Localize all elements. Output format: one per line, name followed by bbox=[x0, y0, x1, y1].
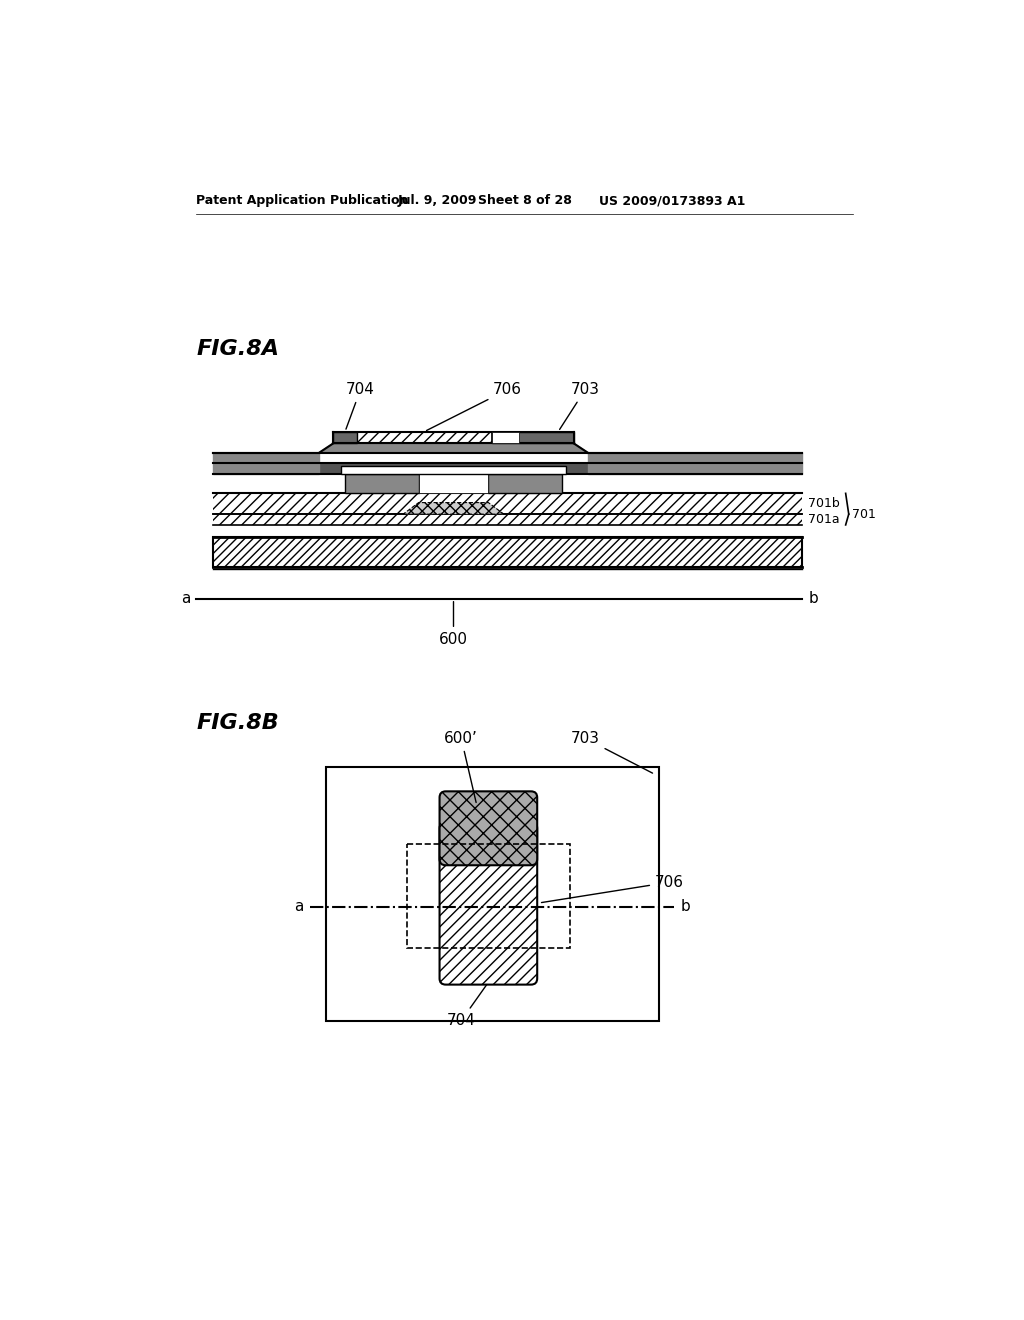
Text: a: a bbox=[295, 899, 304, 915]
Bar bbox=[334, 432, 356, 444]
Text: b: b bbox=[681, 899, 690, 915]
Polygon shape bbox=[403, 503, 504, 515]
FancyBboxPatch shape bbox=[439, 822, 538, 985]
Bar bbox=[213, 494, 802, 513]
Text: 704: 704 bbox=[446, 985, 486, 1028]
Text: Jul. 9, 2009: Jul. 9, 2009 bbox=[397, 194, 477, 207]
Bar bbox=[493, 432, 573, 444]
Text: FIG.8A: FIG.8A bbox=[197, 339, 280, 359]
Polygon shape bbox=[213, 453, 319, 474]
Text: 701b: 701b bbox=[809, 496, 841, 510]
Bar bbox=[356, 432, 493, 444]
Text: 600’: 600’ bbox=[444, 731, 478, 803]
Text: Patent Application Publication: Patent Application Publication bbox=[197, 194, 409, 207]
Bar bbox=[213, 515, 802, 525]
Bar bbox=[345, 474, 419, 494]
FancyBboxPatch shape bbox=[439, 792, 538, 866]
Bar bbox=[213, 462, 802, 474]
Bar bbox=[213, 537, 802, 566]
Polygon shape bbox=[588, 453, 802, 474]
Text: 704: 704 bbox=[346, 381, 375, 429]
Bar bbox=[407, 843, 569, 948]
Polygon shape bbox=[319, 444, 588, 453]
Text: 703: 703 bbox=[570, 731, 652, 774]
Text: US 2009/0173893 A1: US 2009/0173893 A1 bbox=[599, 194, 745, 207]
Text: Sheet 8 of 28: Sheet 8 of 28 bbox=[478, 194, 572, 207]
Text: 600: 600 bbox=[439, 602, 468, 647]
Text: a: a bbox=[180, 591, 190, 606]
Text: 706: 706 bbox=[427, 381, 522, 430]
Text: 701: 701 bbox=[852, 508, 876, 520]
Text: 706: 706 bbox=[542, 875, 684, 903]
Text: FIG.8B: FIG.8B bbox=[197, 713, 279, 733]
Bar bbox=[493, 432, 519, 444]
Text: 701a: 701a bbox=[809, 513, 840, 527]
Text: b: b bbox=[809, 591, 818, 606]
Text: 703: 703 bbox=[560, 381, 600, 429]
Bar bbox=[488, 474, 562, 494]
Bar bbox=[326, 767, 658, 1020]
Bar bbox=[341, 466, 566, 474]
Bar bbox=[419, 474, 488, 494]
Bar bbox=[213, 453, 802, 462]
